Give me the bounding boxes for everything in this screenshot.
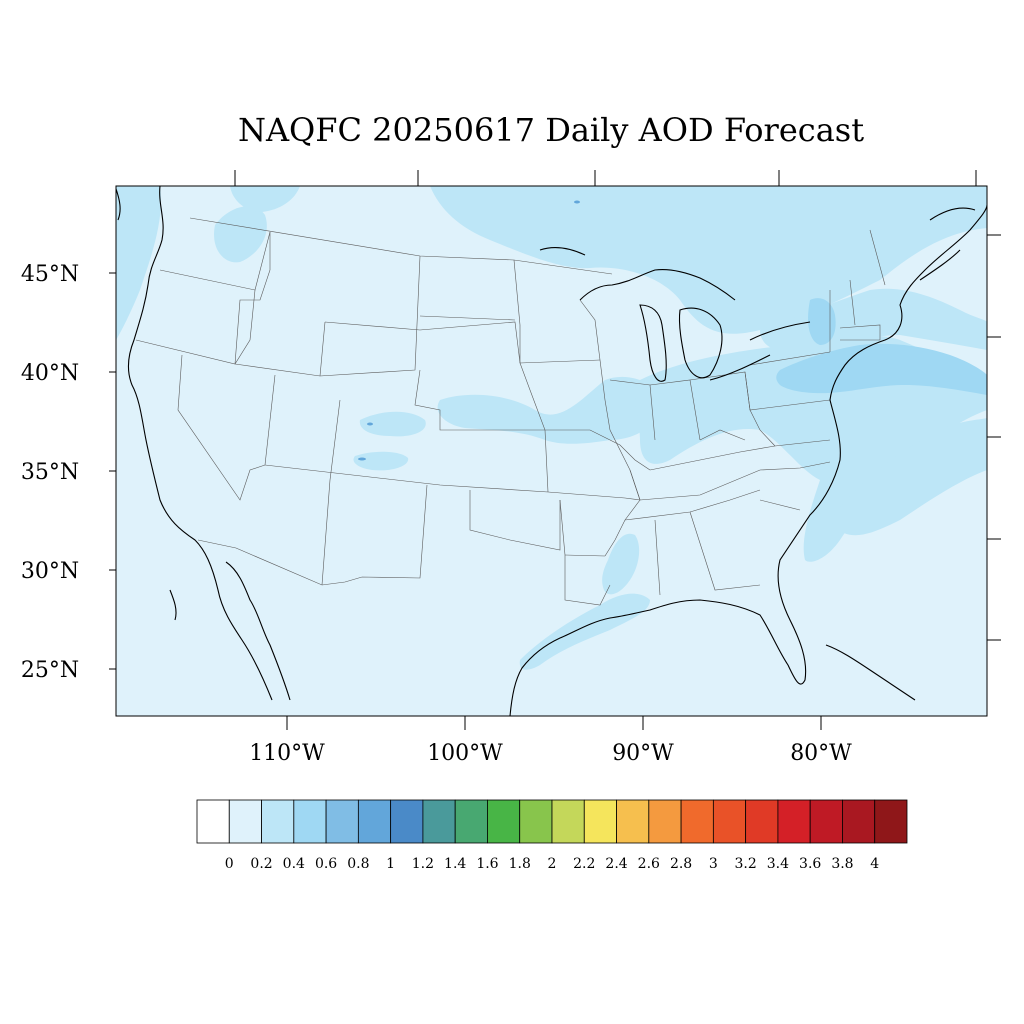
lat-label-45: 45°N (21, 262, 79, 287)
aod-contours (116, 186, 987, 670)
map-panel (109, 170, 1001, 730)
state-boundaries (135, 217, 886, 606)
colorbar-swatch (648, 799, 682, 844)
aod-region-canada (430, 186, 987, 334)
colorbar-swatch (519, 799, 553, 844)
colorbar-swatch (712, 799, 747, 844)
lon-label-90w: 90°W (612, 741, 674, 766)
lon-label-80w: 80°W (790, 741, 852, 766)
lon-label-110w: 110°W (249, 741, 325, 766)
colorbar-label: 0.4 (283, 856, 305, 872)
colorbar-swatch (196, 799, 230, 844)
colorbar-label: 3.2 (735, 856, 757, 872)
aod-spot-canada (574, 200, 580, 204)
colorbar-swatch (745, 799, 779, 844)
latitude-labels: 45°N 40°N 35°N 30°N 25°N (21, 262, 79, 683)
colorbar-label: 1 (386, 856, 395, 872)
colorbar-swatch (551, 799, 585, 844)
colorbar-label: 3.8 (831, 856, 853, 872)
colorbar-swatch (293, 799, 327, 844)
colorbar-swatch (487, 799, 521, 844)
colorbar-label: 2.2 (573, 856, 595, 872)
aod-region-ne-core (776, 343, 987, 395)
coastlines (116, 186, 987, 716)
colorbar-label: 0 (225, 856, 234, 872)
aod-region-pacific-nw (116, 186, 161, 340)
colorbar-label: 3 (709, 856, 718, 872)
colorbar-label: 3.4 (767, 856, 789, 872)
colorbar-label: 2.8 (670, 856, 692, 872)
colorbar-swatch (583, 799, 617, 844)
colorbar-label: 1.8 (509, 856, 531, 872)
aod-region-montana (230, 186, 300, 212)
colorbar-label: 0.8 (347, 856, 369, 872)
colorbar-label: 2.6 (638, 856, 660, 872)
map-ticks (109, 170, 1001, 730)
colorbar-label: 4 (870, 856, 879, 872)
colorbar-swatch (809, 799, 843, 844)
aod-region-colorado (359, 411, 426, 437)
colorbar-label: 3.6 (799, 856, 821, 872)
aod-region-mississippi (602, 533, 640, 595)
aod-region-gulf (519, 593, 650, 670)
map-frame (115, 185, 988, 717)
colorbar-swatch (616, 799, 650, 844)
aod-spot-new-mexico (358, 457, 366, 461)
colorbar-label: 1.6 (476, 856, 498, 872)
colorbar-swatch (390, 799, 424, 844)
aod-region-plains (437, 376, 661, 444)
colorbar-swatch (842, 799, 876, 844)
colorbar-swatch (357, 799, 392, 844)
lat-label-25: 25°N (21, 658, 79, 683)
lat-label-35: 35°N (21, 460, 79, 485)
aod-region-idaho (214, 206, 267, 263)
colorbar-label: 1.4 (444, 856, 466, 872)
colorbar-swatch (228, 799, 262, 844)
colorbar-swatch (261, 799, 295, 844)
colorbar-swatch (680, 799, 714, 844)
colorbar-swatch (454, 799, 488, 844)
colorbar-label: 2.4 (605, 856, 627, 872)
lat-label-40: 40°N (21, 361, 79, 386)
aod-region-ohio-valley (635, 335, 987, 562)
colorbar-swatch (777, 799, 811, 844)
aod-spot-colorado (367, 422, 373, 426)
colorbar-label: 0.6 (315, 856, 337, 872)
aod-region-atlantic (830, 418, 987, 536)
colorbar-label: 0.2 (250, 856, 272, 872)
aod-region-new-mexico (353, 451, 409, 471)
colorbar-swatch (874, 799, 908, 844)
colorbar: 0 0.2 0.4 0.6 0.8 1 1.2 1.4 1.6 1.8 2 2.2 2.4 2.6 2.8 3… (196, 799, 908, 872)
lat-label-30: 30°N (21, 559, 79, 584)
colorbar-swatch (325, 799, 359, 844)
colorbar-label: 2 (548, 856, 557, 872)
map-title: NAQFC 20250617 Daily AOD Forecast (238, 111, 864, 149)
aod-region-michigan (808, 298, 836, 345)
colorbar-label: 1.2 (412, 856, 434, 872)
lon-label-100w: 100°W (427, 741, 503, 766)
longitude-labels: 110°W 100°W 90°W 80°W (249, 741, 852, 766)
colorbar-swatch (422, 799, 456, 844)
